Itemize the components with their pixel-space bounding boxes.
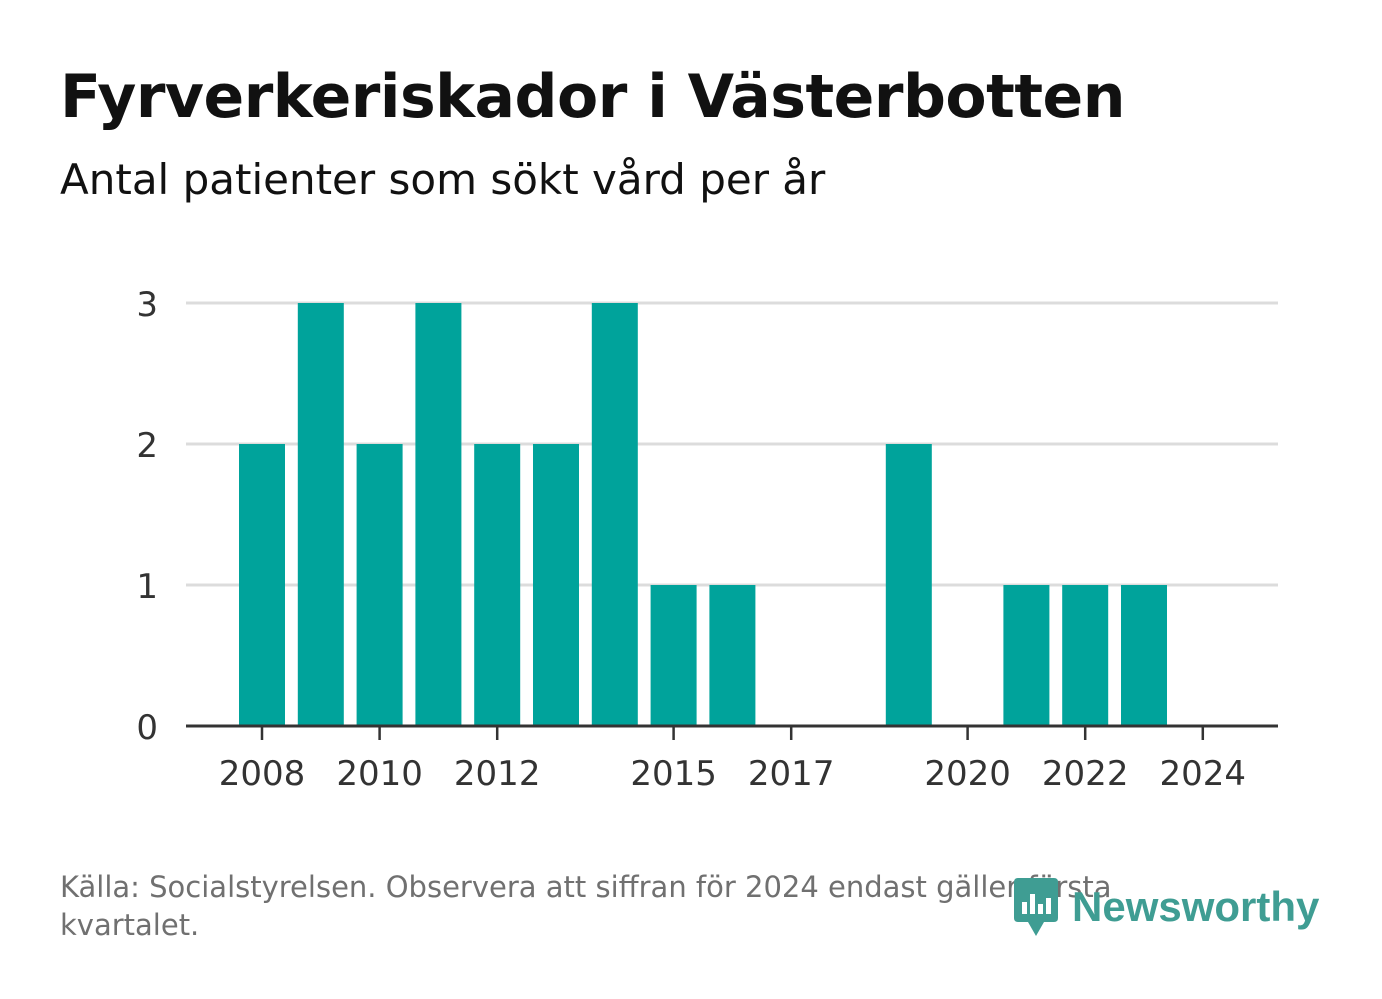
y-tick-label: 2 (136, 426, 158, 466)
bar (885, 444, 932, 726)
bar (474, 444, 521, 726)
newsworthy-logo: Newsworthy (1010, 874, 1319, 940)
y-tick-label: 0 (136, 708, 158, 748)
bar (297, 303, 344, 726)
newsworthy-logo-icon (1014, 878, 1058, 936)
x-tick-label: 2015 (630, 754, 717, 794)
x-tick-label: 2017 (748, 754, 835, 794)
x-tick-label: 2008 (219, 754, 306, 794)
source-note: Källa: Socialstyrelsen. Observera att si… (60, 870, 1112, 942)
bar (1003, 585, 1050, 726)
x-tick-label: 2020 (924, 754, 1011, 794)
bar (591, 303, 638, 726)
chart-subtitle: Antal patienter som sökt vård per år (60, 155, 826, 204)
bar (650, 585, 697, 726)
bar (415, 303, 462, 726)
bar (1121, 585, 1167, 726)
bar (1062, 585, 1109, 726)
y-tick-label: 3 (136, 285, 158, 325)
bar (709, 585, 756, 726)
y-tick-label: 1 (136, 567, 158, 607)
x-tick-label: 2022 (1042, 754, 1129, 794)
x-tick-label: 2012 (454, 754, 541, 794)
x-tick-label: 2010 (336, 754, 423, 794)
chart-title: Fyrverkeriskador i Västerbotten (60, 62, 1125, 132)
x-tick-label: 2024 (1160, 754, 1247, 794)
bar (356, 444, 403, 726)
newsworthy-logo-text: Newsworthy (1072, 883, 1320, 930)
bar (533, 444, 579, 726)
bar (239, 444, 285, 726)
